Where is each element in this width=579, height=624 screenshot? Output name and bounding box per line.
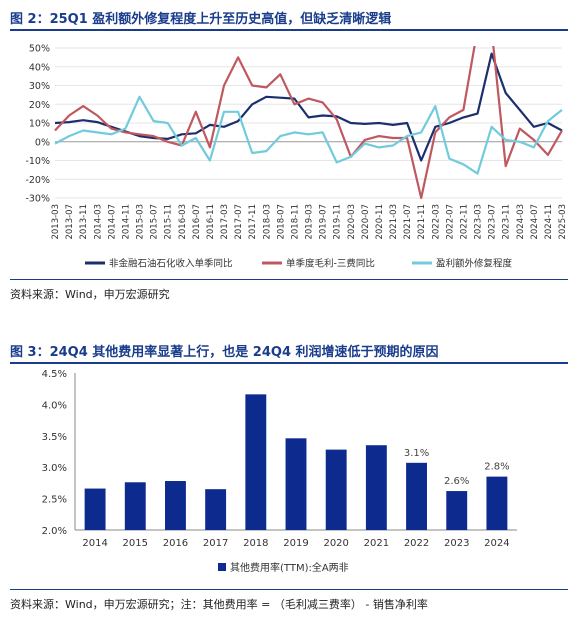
x-tick-label: 2015-11 <box>164 204 174 240</box>
y-tick-label: 3.5% <box>42 432 67 443</box>
x-tick-label: 2018-03 <box>262 204 272 240</box>
x-tick-label: 2020-11 <box>375 204 385 240</box>
series-line <box>54 52 563 162</box>
bar <box>365 445 387 530</box>
y-tick-label: 20% <box>29 100 50 111</box>
x-tick-label: 2023-07 <box>488 204 498 240</box>
x-tick-label: 2022-03 <box>431 204 441 240</box>
y-tick-label: 2.5% <box>42 495 67 506</box>
x-tick-label: 2016-11 <box>206 204 216 240</box>
x-tick-label: 2021-03 <box>389 204 399 240</box>
series-line <box>54 95 563 175</box>
x-tick-label: 2013-07 <box>65 204 75 240</box>
legend-label: 其他费用率(TTM):全A两非 <box>230 561 349 574</box>
x-tick-label: 2019 <box>283 538 308 549</box>
x-tick-label: 2024 <box>484 538 509 549</box>
y-tick-label: -20% <box>25 175 50 186</box>
line-chart: -30% -20% -10% 0% 10% 20% 30% 40% 50% 2013-03 2013… <box>25 44 568 270</box>
x-tick-label: 2014-11 <box>121 204 131 240</box>
bar <box>325 449 347 530</box>
x-tick-label: 2025-03 <box>558 204 568 240</box>
x-tick-label: 2018-07 <box>276 204 286 240</box>
x-tick-label: 2023-03 <box>474 204 484 240</box>
y-tick-label: 2.0% <box>42 526 67 537</box>
bar <box>84 488 106 530</box>
x-tick-label: 2013-03 <box>51 204 61 240</box>
x-tick-label: 2014-07 <box>107 204 117 240</box>
legend-label: 非金融石油石化收入单季同比 <box>109 258 233 270</box>
x-tick-label: 2024-03 <box>516 204 526 240</box>
x-tick-label: 2021-11 <box>417 204 427 240</box>
x-tick-label: 2016-07 <box>192 204 202 240</box>
bar-chart: 2.0% 2.5% 3.0% 3.5% 4.0% 4.5% 2014 2015 2016 2017… <box>42 369 517 574</box>
y-tick-label: 40% <box>29 62 50 73</box>
legend-swatch <box>218 563 226 571</box>
legend-label: 单季度毛利-三费同比 <box>286 258 375 270</box>
figure-3-source-rule <box>10 589 568 590</box>
figure-3-title: 图 3：24Q4 其他费用率显著上行，也是 24Q4 利润增速低于预期的原因 <box>10 345 439 360</box>
y-tick-label: 30% <box>29 81 50 92</box>
x-tick-label: 2015-03 <box>136 204 146 240</box>
x-tick-label: 2016-03 <box>178 204 188 240</box>
series-line <box>54 46 563 200</box>
x-tick-label: 2019-03 <box>305 204 315 240</box>
y-tick-label: -10% <box>25 156 50 167</box>
x-tick-label: 2019-07 <box>319 204 329 240</box>
y-tick-label: 0% <box>35 137 50 148</box>
figure-2-source: 资料来源：Wind，申万宏源研究 <box>10 288 170 301</box>
data-label: 2.8% <box>484 462 509 473</box>
bar <box>124 482 146 530</box>
x-tick-label: 2021-07 <box>403 204 413 240</box>
y-tick-label: 4.5% <box>42 369 67 380</box>
bar <box>446 491 468 530</box>
x-tick-label: 2016 <box>163 538 188 549</box>
x-tick-label: 2020 <box>323 538 348 549</box>
x-tick-label: 2017 <box>203 538 228 549</box>
figure-3-title-rule <box>10 362 568 364</box>
y-tick-label: 4.0% <box>42 400 67 411</box>
x-tick-label: 2018-11 <box>290 204 300 240</box>
x-tick-label: 2015-07 <box>150 204 160 240</box>
x-tick-label: 2021 <box>364 538 389 549</box>
bar <box>205 489 227 530</box>
figure-3-source: 资料来源：Wind，申万宏源研究；注：其他费用率 = （毛利减三费率） - 销售… <box>10 598 428 611</box>
x-tick-label: 2017-07 <box>234 204 244 240</box>
x-tick-label: 2023 <box>444 538 469 549</box>
figure-2-title: 图 2：25Q1 盈利额外修复程度上升至历史高值，但缺乏清晰逻辑 <box>10 12 392 27</box>
y-tick-label: 50% <box>29 44 50 55</box>
x-tick-label: 2023-11 <box>502 204 512 240</box>
x-tick-label: 2022-11 <box>459 204 469 240</box>
x-tick-label: 2022 <box>404 538 429 549</box>
x-tick-label: 2022-07 <box>445 204 455 240</box>
x-tick-label: 2024-07 <box>530 204 540 240</box>
y-tick-label: -30% <box>25 194 50 205</box>
bar <box>165 481 186 530</box>
bar <box>406 462 427 530</box>
figure-2-source-rule <box>10 279 568 280</box>
x-tick-label: 2019-11 <box>333 204 343 240</box>
legend-label: 盈利额外修复程度 <box>436 258 513 270</box>
x-tick-label: 2017-03 <box>220 204 230 240</box>
y-tick-label: 10% <box>29 119 50 130</box>
x-tick-label: 2015 <box>123 538 148 549</box>
y-tick-label: 3.0% <box>42 463 67 474</box>
bar <box>245 394 267 530</box>
x-tick-label: 2020-03 <box>347 204 357 240</box>
x-tick-label: 2014 <box>82 538 107 549</box>
x-tick-label: 2024-11 <box>544 204 554 240</box>
bar <box>285 438 307 530</box>
x-tick-label: 2020-07 <box>361 204 371 240</box>
x-tick-label: 2013-11 <box>79 204 89 240</box>
x-tick-label: 2014-03 <box>93 204 103 240</box>
figure-2-title-rule <box>10 29 568 31</box>
x-tick-label: 2017-11 <box>248 204 258 240</box>
data-label: 3.1% <box>404 448 429 459</box>
x-tick-label: 2018 <box>243 538 268 549</box>
data-label: 2.6% <box>444 476 469 487</box>
bar <box>486 476 508 530</box>
